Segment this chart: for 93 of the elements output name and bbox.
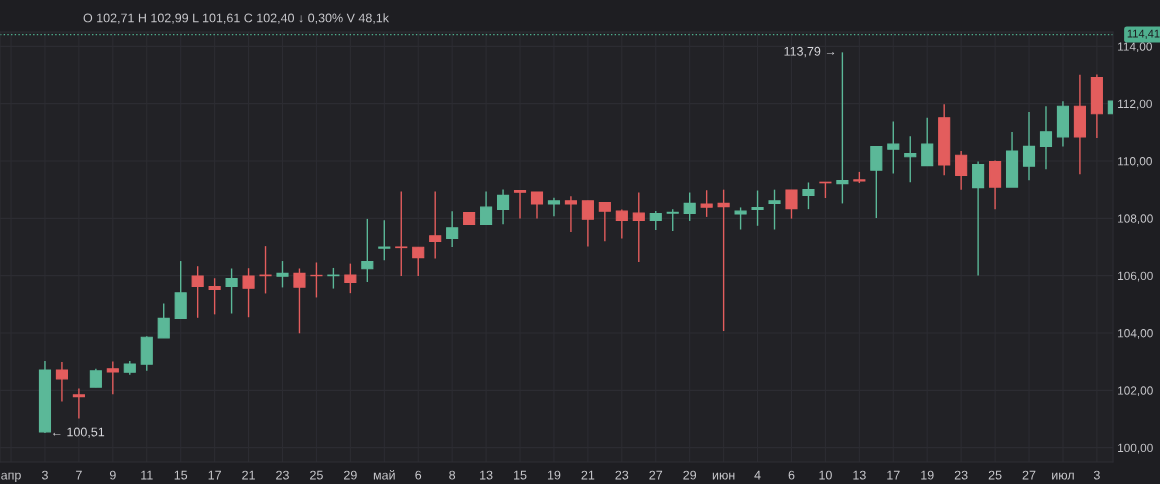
candlestick [395,190,408,277]
candlestick [242,267,255,318]
x-tick-label: 3 [1093,470,1100,480]
candlestick [649,210,662,231]
candlestick [734,206,747,231]
x-tick-label: май [373,470,395,480]
candlestick [429,190,442,260]
candlestick [972,160,985,277]
x-tick-label: 11 [141,470,153,480]
x-tick-label: 10 [819,470,832,480]
x-tick-label: 21 [242,470,255,480]
x-tick-label: 3 [41,470,48,480]
y-tick-label: 108,00 [1118,214,1153,225]
x-tick-label: 29 [683,470,697,480]
candlestick [700,189,713,218]
candlestick [547,196,561,218]
candlestick [446,210,459,248]
annotation: ← 100,51 [53,427,105,438]
candlestick [1039,105,1053,171]
candlestick [904,135,917,183]
x-tick-label: 23 [954,470,968,480]
x-tick-label: 23 [276,470,289,480]
x-tick-label: 17 [887,470,900,480]
x-tick-label: 9 [109,470,116,480]
y-tick-label: 102,00 [1118,386,1153,397]
x-tick-label: 13 [853,470,866,480]
candlestick [581,200,594,248]
candlestick [530,191,544,220]
x-tick-label: 15 [174,470,188,480]
x-tick-label: 6 [415,470,422,480]
x-tick-label: 15 [514,470,527,480]
candlestick [836,51,849,205]
candlestick [870,145,883,219]
y-tick-label: 112,00 [1118,99,1152,110]
y-tick-label: 104,00 [1118,329,1153,339]
candlestick [496,188,510,226]
candlestick [89,368,102,388]
candlestick [378,219,391,261]
candlestick [751,189,764,227]
candlestick [276,260,289,289]
candlestick [615,208,628,240]
candlestick [55,361,68,403]
candlestick [293,267,306,334]
candlestick [412,246,425,277]
x-tick-label: 29 [344,470,357,480]
candlestick [208,277,221,316]
candlestick [683,191,696,222]
candlestick [106,360,119,396]
candlestick [632,191,645,263]
x-tick-label: 25 [310,470,323,480]
candlestick [480,190,493,226]
candlestick [344,262,357,294]
x-tick-label: 19 [547,470,561,480]
candlestick [785,189,798,220]
x-tick-label: 27 [649,470,663,480]
x-tick-label: 17 [208,470,221,480]
ref-line-label: 114,41 [1127,29,1160,39]
candlestick [225,267,238,315]
x-tick-label: 25 [988,470,1002,480]
candlestick [259,245,272,295]
y-tick-label: 106,00 [1118,271,1153,282]
x-tick-label: 4 [754,470,761,480]
candlestick [666,208,679,232]
candlestick [802,181,815,210]
x-tick-label: 27 [1022,470,1036,480]
x-tick-label: 6 [788,470,795,480]
x-tick-label: 23 [615,470,629,480]
candlestick [72,387,85,420]
x-tick-label: 13 [480,470,493,480]
annotation: 113,79 → [784,46,835,58]
candlestick [513,189,527,220]
candlestick [191,265,204,319]
candlestick [598,201,611,242]
candlestick [327,267,340,290]
candlestick [1022,111,1036,181]
candlestick [768,188,781,231]
text: O 102,71 H 102,99 L 101,61 C 102,40 ↓ 0,30% V 48,1k [83,13,390,24]
candlestick [921,117,934,167]
candlestick [157,302,170,339]
y-tick-label: 100,00 [1118,443,1153,454]
candlestick [564,195,577,233]
y-tick-label: 114,00 [1118,42,1152,53]
y-tick-label: 110,00 [1118,157,1152,167]
x-tick-label: июл [1052,472,1074,480]
x-tick-label: 8 [449,470,456,480]
candlestick [887,120,900,175]
x-tick-label: 21 [581,470,595,480]
x-tick-label: июн [712,472,735,480]
x-tick-label: 7 [76,470,82,480]
x-tick-label: 19 [921,470,934,480]
candlestick [361,218,374,283]
candlestick [955,150,968,191]
x-tick-label: апр [1,472,21,482]
